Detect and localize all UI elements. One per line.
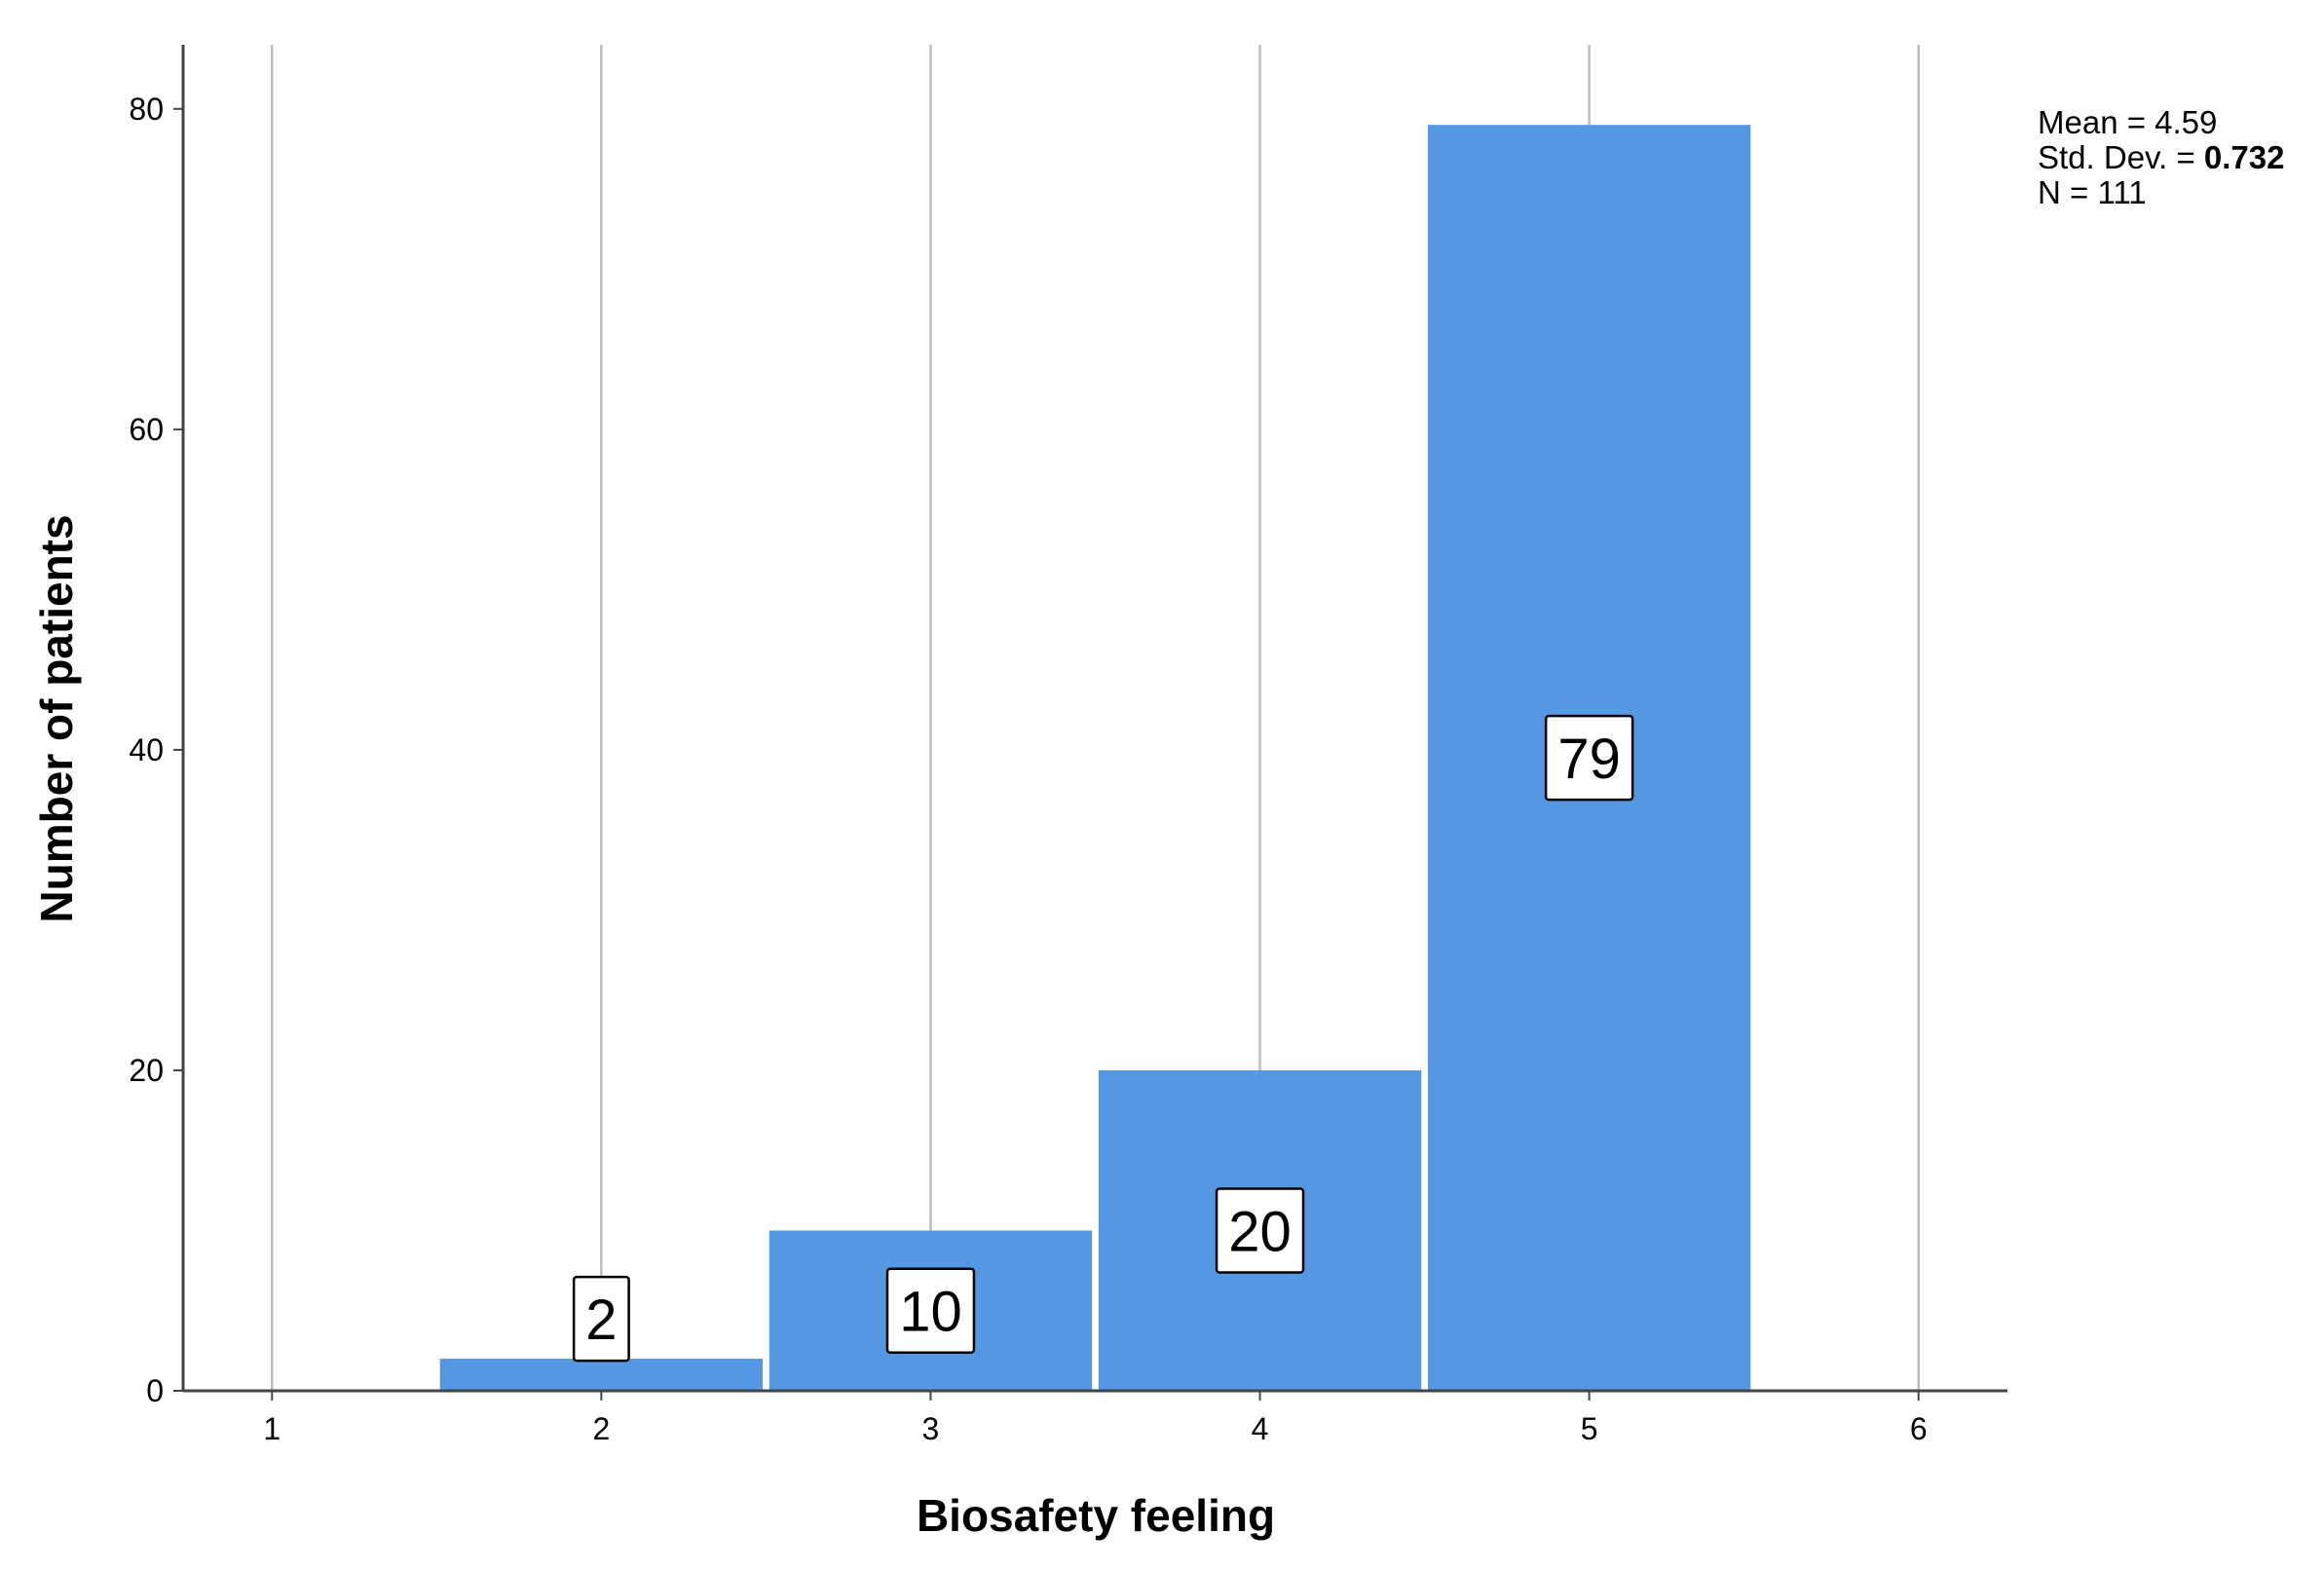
x-tick-label: 2 [592, 1411, 610, 1446]
data-label: 2 [585, 1289, 617, 1352]
axes [181, 45, 2007, 1393]
data-label: 79 [1557, 728, 1621, 791]
y-tick-label: 20 [129, 1053, 164, 1088]
stat-std-value: 0.732 [2203, 139, 2285, 175]
y-tick-label: 80 [129, 92, 164, 127]
stat-mean: Mean = 4.59 [2038, 104, 2218, 140]
y-tick-label: 0 [146, 1373, 164, 1408]
x-axis-title: Biosafety feeling [917, 1490, 1275, 1541]
x-tick-label: 4 [1252, 1411, 1269, 1446]
x-tick-label: 3 [922, 1411, 940, 1446]
bar [439, 1359, 764, 1391]
data-label: 20 [1228, 1200, 1292, 1263]
y-tick-label: 40 [129, 732, 164, 767]
x-tick-label: 1 [263, 1411, 281, 1446]
data-label-box [885, 1267, 976, 1354]
data-label-box [1215, 1187, 1305, 1274]
data-labels: 2 10 20 79 [572, 714, 1634, 1363]
data-label: 10 [899, 1281, 962, 1344]
x-tick-label: 6 [1910, 1411, 1928, 1446]
x-tick-label: 5 [1581, 1411, 1598, 1446]
y-tick-label: 60 [129, 412, 164, 447]
stat-std-dev: Std. Dev. = 0.732 [2038, 140, 2284, 175]
stat-n: N = 111 [2038, 174, 2147, 210]
y-axis-title: Number of patients [31, 514, 82, 922]
data-label-box [572, 1275, 630, 1363]
stat-std-label: Std. Dev. = [2038, 139, 2204, 175]
summary-statistics: Mean = 4.59 Std. Dev. = 0.732 N = 111 [2038, 105, 2284, 210]
data-label-box [1544, 714, 1634, 802]
